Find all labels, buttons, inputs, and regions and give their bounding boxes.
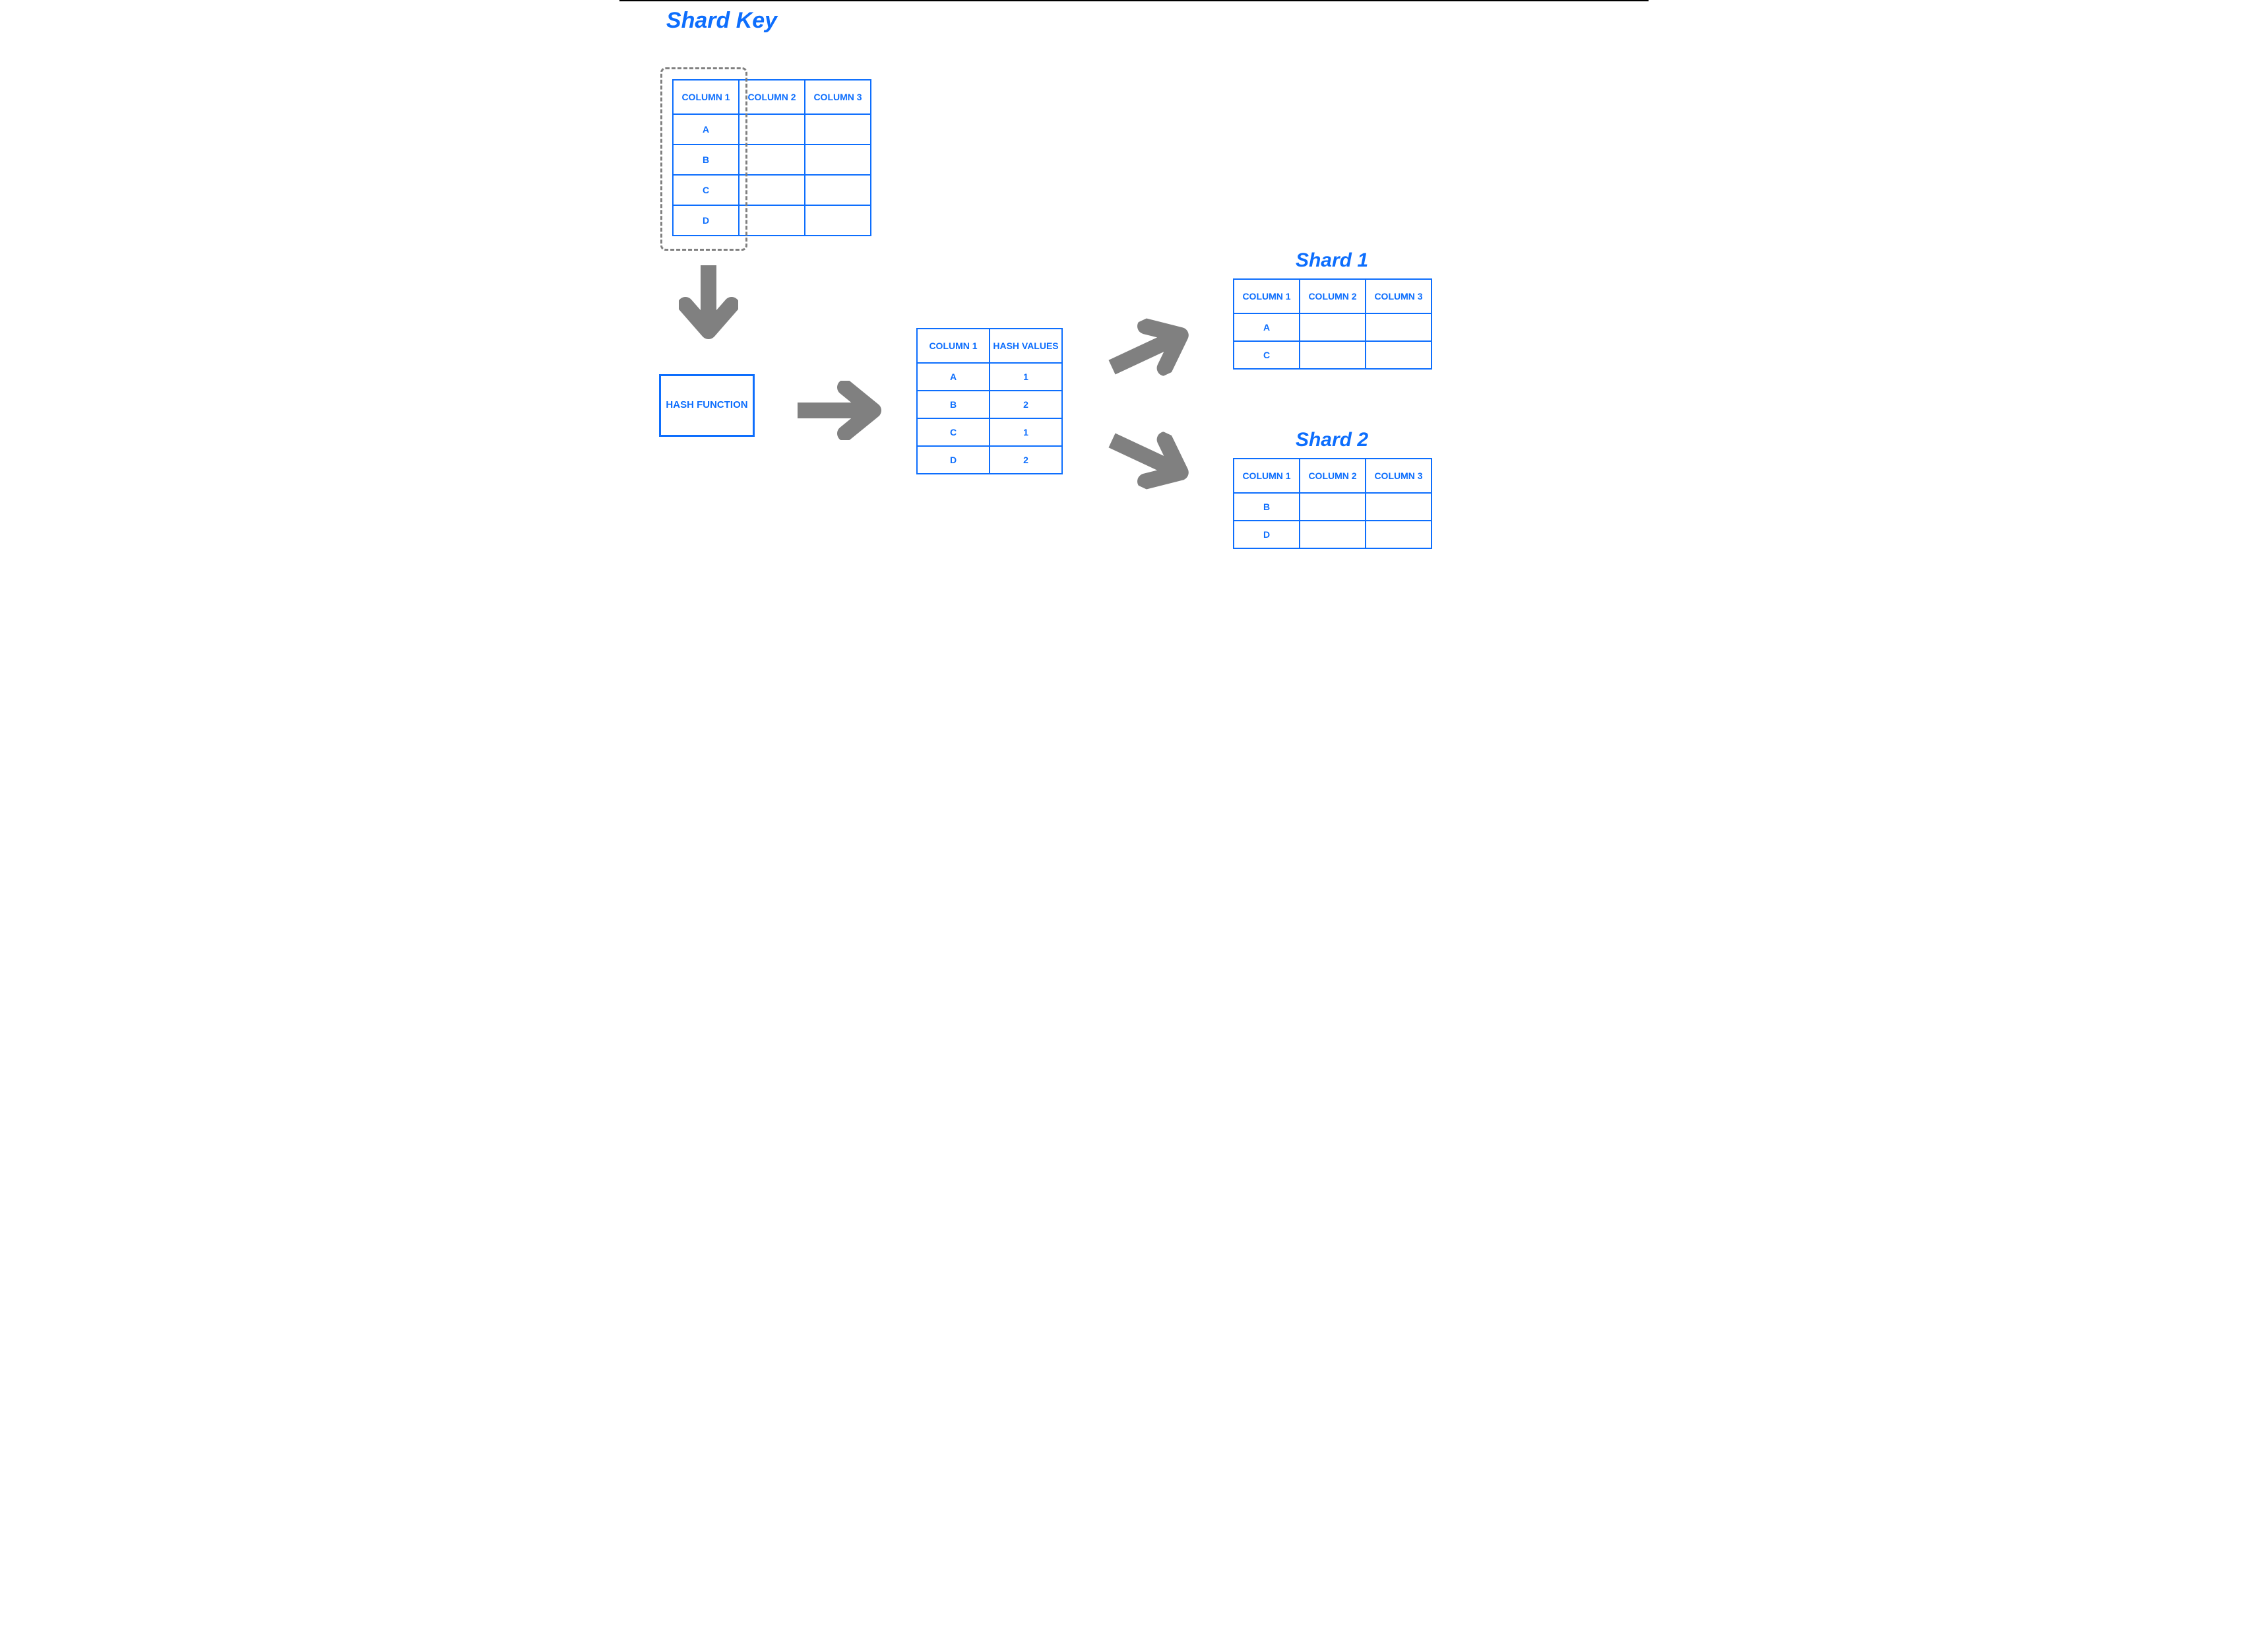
- source-col-2-header: COLUMN 2: [739, 80, 805, 114]
- shard2-cell: [1366, 521, 1432, 548]
- shard-2-title: Shard 2: [1233, 429, 1431, 451]
- shard2-cell: B: [1234, 493, 1300, 521]
- shard2-cell: [1300, 493, 1366, 521]
- diagram-canvas: Shard Key COLUMN 1 COLUMN 2 COLUMN 3 A B…: [619, 0, 1649, 765]
- shard2-col-1-header: COLUMN 1: [1234, 459, 1300, 493]
- shard1-cell: A: [1234, 313, 1300, 341]
- shard1-col-3-header: COLUMN 3: [1366, 279, 1432, 313]
- arrow-downright-icon: [1100, 414, 1209, 507]
- hash-cell: 2: [990, 391, 1062, 418]
- shard2-cell: [1300, 521, 1366, 548]
- shard-1-table: COLUMN 1 COLUMN 2 COLUMN 3 A C: [1233, 278, 1432, 370]
- hash-cell: 1: [990, 363, 1062, 391]
- shard2-col-2-header: COLUMN 2: [1300, 459, 1366, 493]
- shard1-cell: C: [1234, 341, 1300, 369]
- shard1-cell: [1300, 341, 1366, 369]
- hash-col-1-header: COLUMN 1: [917, 329, 990, 363]
- source-cell: [805, 114, 871, 145]
- hash-col-2-header: HASH VALUES: [990, 329, 1062, 363]
- source-cell: [805, 145, 871, 175]
- shard2-cell: [1366, 493, 1432, 521]
- arrow-down-icon: [679, 265, 738, 351]
- shard1-cell: [1366, 341, 1432, 369]
- hash-cell: 2: [990, 446, 1062, 474]
- hash-cell: A: [917, 363, 990, 391]
- shard-key-highlight: [660, 67, 747, 251]
- hash-table: COLUMN 1 HASH VALUES A 1 B 2 C 1 D 2: [916, 328, 1063, 474]
- source-cell: [739, 114, 805, 145]
- arrow-upright-icon: [1100, 302, 1209, 395]
- hash-cell: C: [917, 418, 990, 446]
- shard-key-title: Shard Key: [666, 8, 778, 34]
- arrow-right-icon: [798, 381, 890, 440]
- source-cell: [805, 205, 871, 236]
- source-cell: [805, 175, 871, 205]
- shard2-col-3-header: COLUMN 3: [1366, 459, 1432, 493]
- shard1-cell: [1300, 313, 1366, 341]
- shard2-cell: D: [1234, 521, 1300, 548]
- hash-cell: D: [917, 446, 990, 474]
- shard-1-title: Shard 1: [1233, 249, 1431, 272]
- source-col-3-header: COLUMN 3: [805, 80, 871, 114]
- shard1-col-1-header: COLUMN 1: [1234, 279, 1300, 313]
- hash-cell: B: [917, 391, 990, 418]
- shard1-col-2-header: COLUMN 2: [1300, 279, 1366, 313]
- source-cell: [739, 145, 805, 175]
- source-cell: [739, 175, 805, 205]
- hash-function-box: HASH FUNCTION: [659, 374, 755, 437]
- source-cell: [739, 205, 805, 236]
- shard1-cell: [1366, 313, 1432, 341]
- hash-cell: 1: [990, 418, 1062, 446]
- shard-2-table: COLUMN 1 COLUMN 2 COLUMN 3 B D: [1233, 458, 1432, 549]
